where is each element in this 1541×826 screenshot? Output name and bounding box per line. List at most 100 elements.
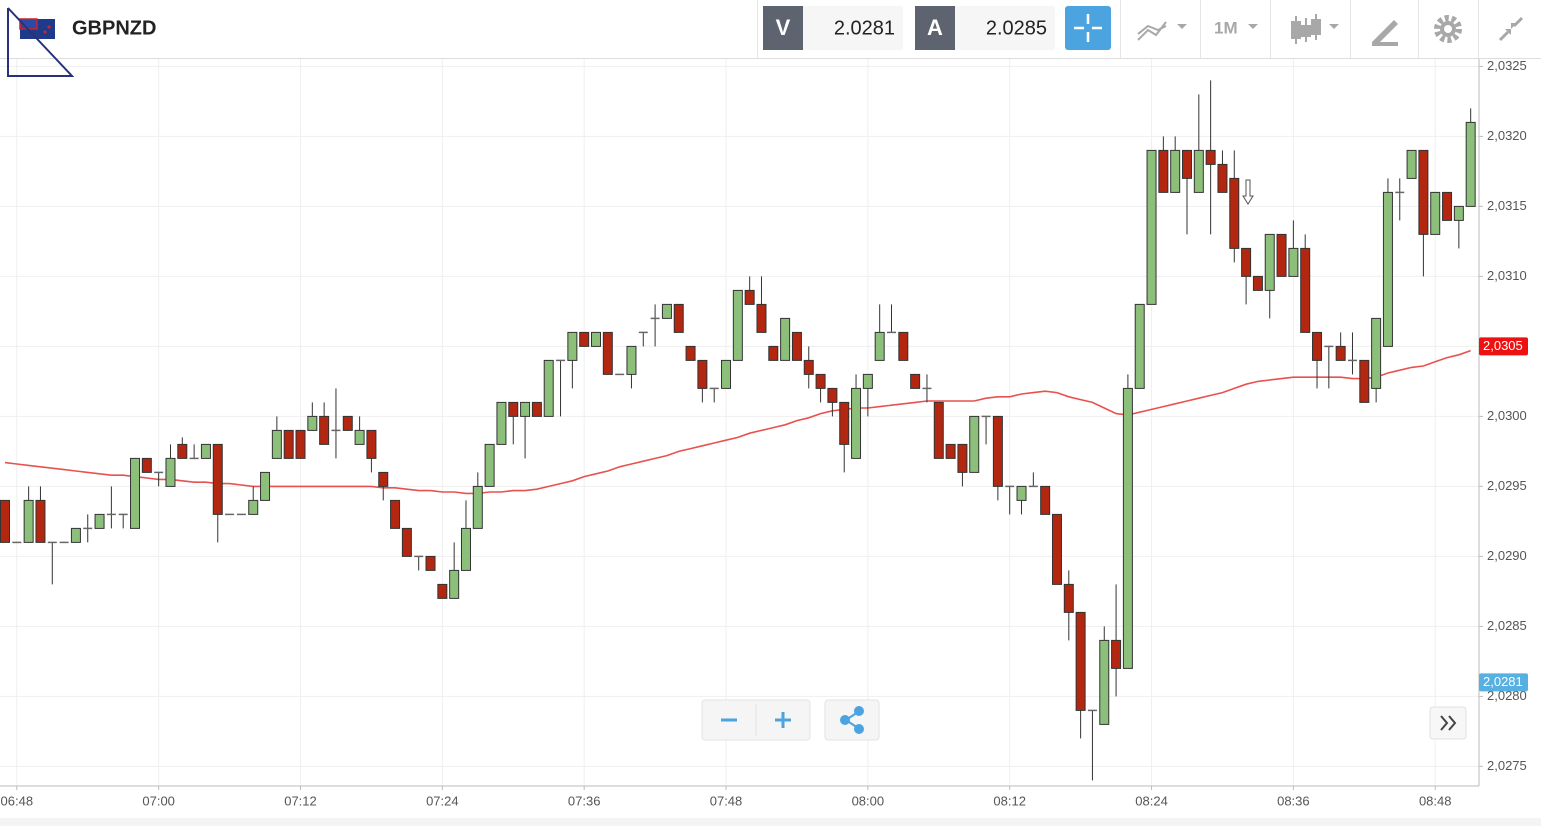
body [1158,149,1169,193]
candles-button[interactable] [1291,14,1339,44]
body [579,331,590,347]
buy-button[interactable] [915,6,955,50]
price-tag-label: 2,0281 [1483,674,1523,689]
y-tick-label: 2,0320 [1487,128,1527,143]
body [378,471,389,487]
body [1312,331,1323,361]
body [1264,233,1275,291]
body [1075,611,1086,711]
zoom-in-button[interactable] [775,712,791,728]
body [945,443,956,459]
body [697,359,708,389]
crosshair-button[interactable] [1065,6,1111,50]
body [1170,149,1181,193]
body [851,387,862,459]
drawing-tools-button[interactable] [1372,20,1398,46]
body [130,457,141,529]
x-tick-label: 08:36 [1277,793,1310,808]
body [94,513,105,529]
timeframe[interactable]: 1M [1214,18,1238,37]
body [1217,163,1228,193]
settings-button[interactable] [1434,15,1462,43]
body [780,317,791,361]
body [366,429,377,459]
y-tick-label: 2,0310 [1487,268,1527,283]
body [472,485,483,529]
price-tag [1479,337,1528,356]
body [1193,149,1204,193]
body [248,499,259,515]
body [212,443,223,515]
chart-type-button[interactable] [1137,21,1187,41]
body [1229,177,1240,249]
body [23,499,34,543]
body [283,429,294,459]
cursor [1242,179,1254,205]
x-tick-label: 07:24 [426,793,459,808]
body [1288,247,1299,277]
body [70,527,81,543]
body [910,373,921,389]
timeframe-caret [1248,24,1258,29]
body [1430,191,1441,235]
sell-label: V [776,15,791,40]
body [390,499,401,529]
moving-average-layer [4,349,1471,495]
body [626,345,637,375]
body [496,401,507,445]
body [862,373,873,389]
x-tick-label: 08:00 [852,793,885,808]
body [460,527,471,571]
body [1406,149,1417,179]
bottom-strip [0,818,1541,826]
body [1252,275,1263,291]
y-tick-label: 2,0290 [1487,548,1527,563]
sell-price: 2.0281 [834,17,895,39]
x-tick-label: 08:24 [1135,793,1168,808]
y-tick-label: 2,0325 [1487,58,1527,73]
x-tick-label: 08:48 [1419,793,1452,808]
y-tick-label: 2,0315 [1487,198,1527,213]
body [1182,149,1192,179]
body [768,345,779,361]
body [141,457,152,473]
body [1465,121,1476,207]
separator [757,0,758,58]
x-tick-label: 07:12 [284,793,317,808]
body [602,331,613,375]
body [673,303,684,333]
body [165,457,176,487]
body [449,569,460,599]
body [567,331,578,361]
scroll-right-icon [1440,715,1457,731]
y-tick-label: 2,0285 [1487,618,1527,633]
body [401,527,412,557]
body [1359,359,1370,403]
y-tick-label: 2,0280 [1487,688,1527,703]
body [354,429,365,445]
body [342,415,353,431]
body [437,583,448,599]
price-tag [1479,673,1528,692]
price-tag-label: 2,0305 [1483,338,1523,353]
body [992,415,1003,487]
body [200,443,211,459]
x-tick-label: 07:00 [142,793,175,808]
x-tick-label: 07:36 [568,793,601,808]
body [425,555,436,571]
collapse-button[interactable] [1498,16,1524,42]
body [1016,485,1027,501]
x-tick-label: 08:12 [993,793,1026,808]
body [1276,233,1287,277]
body [815,373,826,389]
body [531,401,542,417]
body [1371,317,1382,389]
share-button[interactable] [824,699,880,741]
y-tick-label: 2,0295 [1487,478,1527,493]
crosshair-icon [1074,14,1102,42]
y-tick-label: 2,0275 [1487,758,1527,773]
sell-button[interactable] [763,6,803,50]
body [295,429,306,459]
body [756,303,767,333]
